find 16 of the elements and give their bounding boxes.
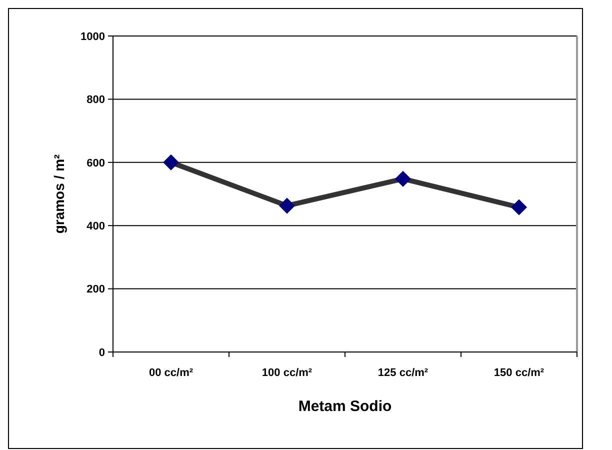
y-tick-label: 1000 (80, 30, 105, 43)
y-tick-label: 600 (86, 157, 105, 170)
y-tick-label: 200 (86, 284, 105, 296)
y-tick-label: 0 (98, 346, 105, 359)
y-axis-title: gramos / m² (51, 154, 67, 234)
x-axis-title: Metam Sodio (298, 398, 392, 415)
point (163, 154, 179, 170)
point (511, 199, 527, 216)
x-tick-label: 125 cc/m² (378, 367, 428, 379)
point (395, 170, 411, 187)
y-tick-label: 400 (86, 220, 105, 232)
x-tick-label: 100 cc/m² (262, 367, 312, 379)
point (279, 198, 295, 214)
x-tick-label: 00 cc/m² (148, 367, 194, 379)
x-tick-label: 150 cc/m² (494, 367, 544, 379)
y-tick-label: 800 (86, 94, 105, 106)
